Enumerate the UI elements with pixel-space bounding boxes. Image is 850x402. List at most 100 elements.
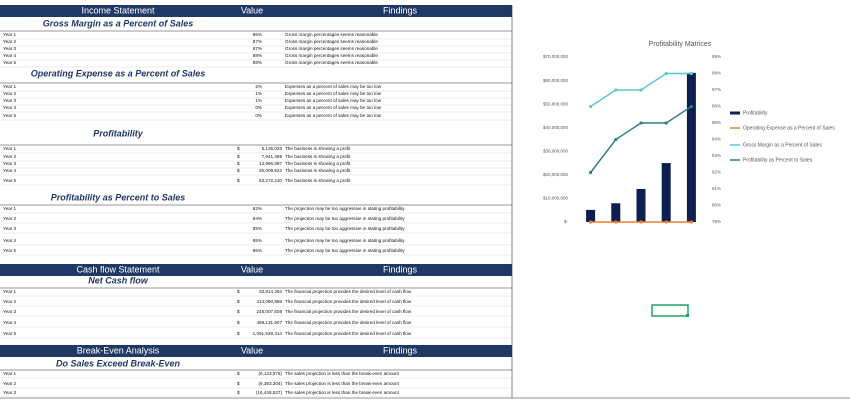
header-cell: Findings xyxy=(383,345,418,355)
row-label: Year 1 xyxy=(3,146,17,151)
y2-tick-label: 88% xyxy=(712,71,721,76)
header-cell: Findings xyxy=(383,5,418,15)
finding-cell: The projection may be too aggressive in … xyxy=(285,216,405,221)
header-cell: Cash flow Statement xyxy=(76,264,160,274)
row-label: Year 3 xyxy=(3,390,17,395)
chart-title: Profitability Matrices xyxy=(649,41,712,48)
row-label: Year 3 xyxy=(3,161,17,166)
row-label: Year 3 xyxy=(3,46,17,51)
point xyxy=(689,220,694,224)
finding-cell: The business is showing a profit xyxy=(285,146,351,151)
legend-swatch xyxy=(730,111,740,115)
row-label: Year 4 xyxy=(3,105,17,110)
point xyxy=(589,104,593,109)
finding-cell: The financial projection provides the de… xyxy=(285,309,412,314)
y2-tick-label: 84% xyxy=(712,137,721,142)
row-label: Year 1 xyxy=(3,289,17,294)
currency: $ xyxy=(237,161,240,166)
point xyxy=(664,121,668,125)
value-cell: 499,131,507 xyxy=(256,320,282,325)
currency: $ xyxy=(237,154,240,159)
value-cell: 113,090,959 xyxy=(257,299,283,304)
point xyxy=(639,88,643,92)
value-cell: 2% xyxy=(255,84,262,89)
finding-cell: The sales projection is less than the br… xyxy=(285,390,400,395)
finding-cell: Gross margin percentages seems reasonabl… xyxy=(285,46,378,51)
row-label: Year 5 xyxy=(3,178,17,183)
point xyxy=(664,220,668,224)
finding-cell: Gross margin percentages seems reasonabl… xyxy=(285,39,378,44)
row-label: Year 4 xyxy=(3,53,17,58)
row-label: Year 1 xyxy=(3,84,17,89)
value-cell: 1% xyxy=(255,91,262,96)
y-tick-label: $50,000,000 xyxy=(543,101,569,106)
finding-cell: The financial projection provides the de… xyxy=(285,299,412,304)
finding-cell: Expenses as a percent of sales may be to… xyxy=(285,98,382,103)
value-cell: 1,091,539,314 xyxy=(253,331,283,336)
currency: $ xyxy=(237,309,240,314)
bar xyxy=(661,163,671,222)
value-cell: 88% xyxy=(253,60,262,65)
y2-tick-label: 83% xyxy=(712,153,721,158)
block-title: Profitability as Percent to Sales xyxy=(51,192,186,202)
currency: $ xyxy=(237,168,240,173)
value-cell: 13,996,997 xyxy=(259,161,282,166)
y2-tick-label: 82% xyxy=(712,170,721,175)
row-label: Year 1 xyxy=(3,206,17,211)
value-cell: 85% xyxy=(253,226,262,231)
finding-cell: Gross margin percentages seems reasonabl… xyxy=(285,60,378,65)
currency: $ xyxy=(237,371,240,376)
legend-label: Profitability xyxy=(743,110,768,116)
value-cell: 88% xyxy=(253,53,262,58)
finding-cell: The financial projection provides the de… xyxy=(285,289,412,294)
currency: $ xyxy=(237,299,240,304)
finding-cell: The business is showing a profit xyxy=(285,178,351,183)
finding-cell: The business is showing a profit xyxy=(285,154,351,159)
y-tick-label: $30,000,000 xyxy=(543,148,569,153)
point xyxy=(639,121,643,125)
value-cell: 5,135,033 xyxy=(262,146,283,151)
value-cell: 86% xyxy=(253,32,262,37)
currency: $ xyxy=(237,320,240,325)
bar xyxy=(586,209,596,222)
y-tick-label: $- xyxy=(564,219,569,224)
point xyxy=(689,71,694,76)
finding-cell: Expenses as a percent of sales may be to… xyxy=(285,105,382,110)
finding-cell: The sales projection is less than the br… xyxy=(285,381,400,386)
finding-cell: The projection may be too aggressive in … xyxy=(285,226,405,231)
row-label: Year 3 xyxy=(3,309,17,314)
value-cell: 245,007,608 xyxy=(256,309,282,314)
row-label: Year 2 xyxy=(3,91,17,96)
point xyxy=(614,137,618,142)
value-cell: 0% xyxy=(255,105,262,110)
row-label: Year 2 xyxy=(3,39,17,44)
finding-cell: Expenses as a percent of sales may be to… xyxy=(285,91,382,96)
value-cell: 1% xyxy=(255,98,262,103)
point xyxy=(589,170,593,175)
block-title: Do Sales Exceed Break-Even xyxy=(56,358,181,368)
finding-cell: The projection may be too aggressive in … xyxy=(285,238,405,243)
y2-tick-label: 86% xyxy=(712,104,721,109)
value-cell: 84% xyxy=(253,216,262,221)
y-tick-label: $20,000,000 xyxy=(543,172,569,177)
value-cell: 86% xyxy=(253,248,262,253)
y2-tick-label: 89% xyxy=(712,54,721,59)
header-cell: Findings xyxy=(383,264,418,274)
y2-tick-label: 87% xyxy=(712,87,721,92)
point xyxy=(614,220,618,224)
header-cell: Income Statement xyxy=(81,5,155,15)
row-label: Year 5 xyxy=(3,331,17,336)
row-label: Year 3 xyxy=(3,226,17,231)
fill-handle[interactable] xyxy=(686,314,689,317)
header-cell: Value xyxy=(241,264,263,274)
y-tick-label: $40,000,000 xyxy=(543,125,569,130)
value-cell: 25,009,522 xyxy=(259,168,282,173)
value-cell: 85% xyxy=(253,238,262,243)
selected-cell[interactable] xyxy=(651,304,689,317)
y-tick-label: $70,000,000 xyxy=(543,54,569,59)
finding-cell: Gross margin percentages seems reasonabl… xyxy=(285,32,378,37)
finding-cell: The projection may be too aggressive in … xyxy=(285,206,405,211)
row-label: Year 2 xyxy=(3,299,17,304)
y2-tick-label: 80% xyxy=(712,203,721,208)
